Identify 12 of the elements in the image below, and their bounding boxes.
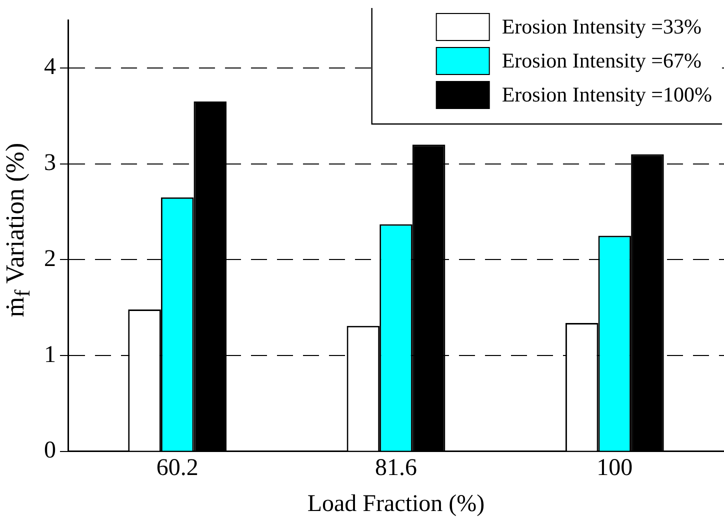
x-tick-label: 100 — [596, 455, 633, 482]
x-tick-label: 81.6 — [375, 455, 417, 482]
y-tick-label: 0 — [44, 438, 56, 464]
x-axis-title: Load Fraction (%) — [307, 490, 485, 517]
y-tick-label: 4 — [44, 54, 56, 80]
legend-label: Erosion Intensity =33% — [502, 14, 702, 39]
x-tick-label: 60.2 — [156, 455, 198, 482]
y-tick-label: 3 — [44, 150, 56, 176]
y-tick-label: 2 — [44, 246, 56, 272]
legend-label: Erosion Intensity =67% — [502, 48, 702, 73]
y-tick-label: 1 — [44, 342, 56, 368]
legend-label: Erosion Intensity =100% — [502, 82, 712, 107]
